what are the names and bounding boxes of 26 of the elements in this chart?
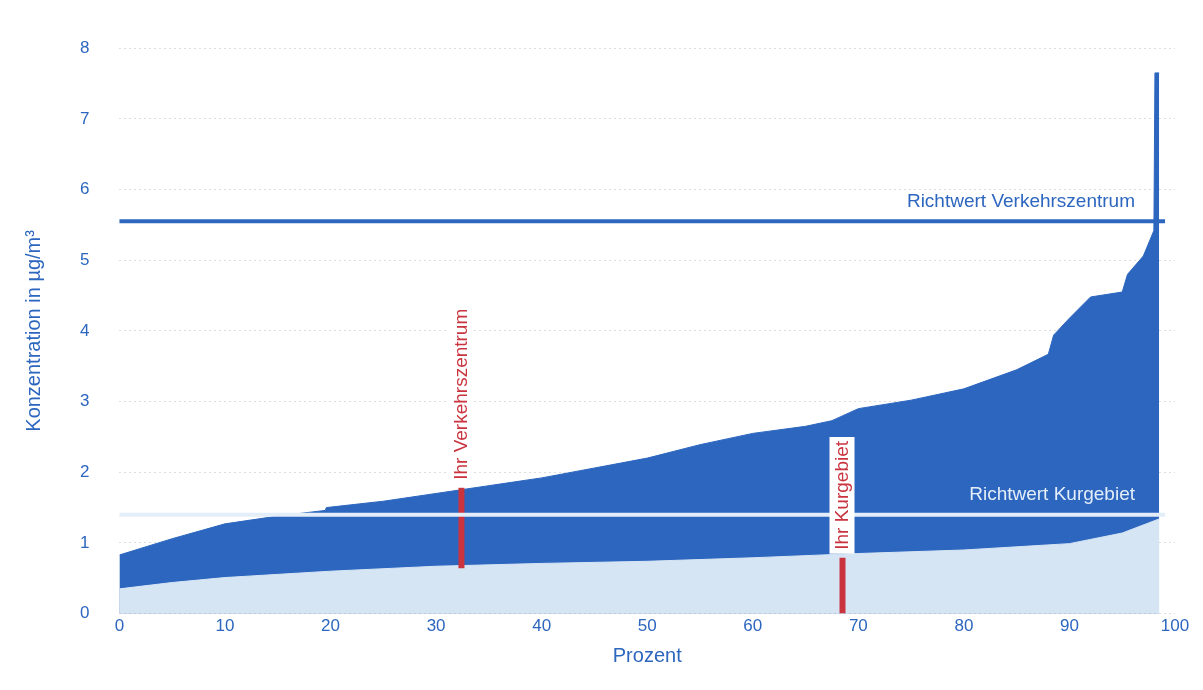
y-tick-label: 1 xyxy=(79,532,90,552)
text: Ihr Kurgebiet xyxy=(830,440,852,550)
x-tick-label: 0 xyxy=(114,616,125,636)
y-tick-label: 2 xyxy=(79,461,90,481)
y-tick-label: 7 xyxy=(79,108,90,128)
x-tick-label: 100 xyxy=(1160,616,1190,636)
y-tick-label: 3 xyxy=(79,391,90,411)
x-tick-label: 30 xyxy=(426,616,446,636)
y-tick-label: 6 xyxy=(79,179,90,199)
y-tick-label: 5 xyxy=(79,249,90,269)
y-tick-label: 0 xyxy=(79,603,90,623)
x-tick-label: 90 xyxy=(1059,616,1079,636)
y-axis-title: Konzentration in µg/m³ xyxy=(21,229,44,432)
x-tick-label: 10 xyxy=(215,616,235,636)
y-tick-label: 8 xyxy=(79,37,90,57)
x-tick-label: 80 xyxy=(954,616,974,636)
x-tick-label: 40 xyxy=(532,616,552,636)
x-tick-label: 50 xyxy=(637,616,657,636)
ref-line-label: Richtwert Kurgebiet xyxy=(969,483,1136,505)
y-tick-label: 4 xyxy=(79,320,90,340)
x-tick-label: 20 xyxy=(321,616,341,636)
x-tick-label: 60 xyxy=(743,616,763,636)
text: Ihr Verkehrszentrum xyxy=(449,308,471,480)
x-axis-title: Prozent xyxy=(612,643,683,666)
ref-line-label: Richtwert Verkehrszentrum xyxy=(906,190,1135,212)
x-tick-label: 70 xyxy=(848,616,868,636)
